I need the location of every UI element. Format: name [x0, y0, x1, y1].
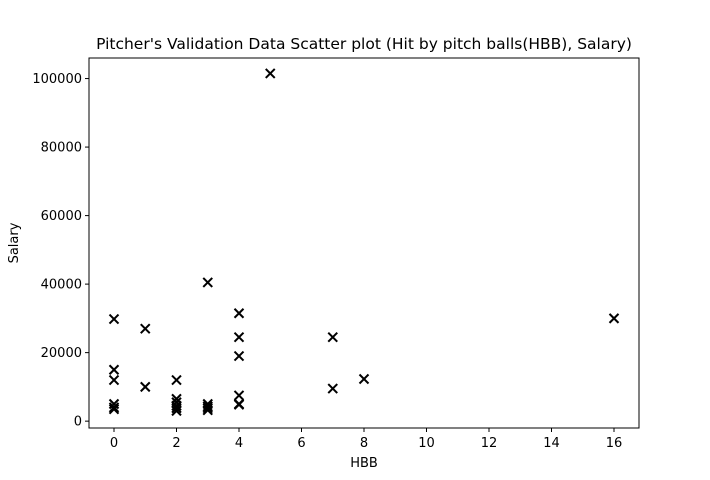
data-point	[108, 402, 120, 413]
y-axis: 0 20000 40000 60000 80000 100000	[32, 72, 89, 430]
data-point	[171, 402, 182, 414]
data-point	[202, 402, 213, 414]
data-point	[171, 374, 182, 386]
y-tick-label: 0	[74, 415, 82, 430]
data-point	[108, 374, 120, 386]
x-tick-label: 8	[360, 436, 368, 451]
x-tick-label: 12	[481, 436, 498, 451]
x-tick-label: 0	[110, 436, 118, 451]
data-point	[108, 313, 120, 325]
x-tick-label: 16	[606, 436, 623, 451]
axes-frame	[88, 57, 640, 429]
data-point	[265, 68, 276, 79]
y-tick-label: 40000	[41, 278, 82, 293]
data-point	[202, 277, 213, 288]
data-point	[202, 404, 213, 416]
data-point	[140, 381, 151, 393]
plot-area	[108, 68, 620, 417]
y-tick-label: 80000	[41, 141, 82, 156]
data-point	[327, 383, 338, 394]
data-point	[608, 313, 620, 324]
data-point	[233, 308, 245, 319]
data-point	[233, 399, 245, 410]
y-tick-label: 20000	[41, 346, 82, 361]
y-axis-label: Salary	[7, 222, 22, 263]
data-point	[327, 332, 338, 343]
data-point	[358, 373, 370, 385]
data-point	[140, 323, 151, 334]
x-tick-label: 14	[543, 436, 560, 451]
x-axis: 0 2 4 6 8 10 12 14 16	[110, 428, 622, 451]
data-point	[233, 350, 245, 362]
data-point	[171, 405, 182, 417]
x-tick-label: 6	[297, 436, 305, 451]
y-tick-label: 60000	[41, 209, 82, 224]
data-point	[202, 401, 213, 412]
x-tick-label: 4	[235, 436, 243, 451]
data-point	[108, 403, 120, 415]
x-tick-label: 10	[418, 436, 435, 451]
data-point	[108, 364, 120, 375]
chart-title: Pitcher's Validation Data Scatter plot (…	[96, 35, 632, 53]
x-axis-label: HBB	[350, 456, 378, 471]
x-tick-label: 2	[172, 436, 180, 451]
data-point	[233, 390, 245, 401]
y-tick-label: 100000	[32, 72, 82, 87]
data-point	[233, 332, 245, 343]
